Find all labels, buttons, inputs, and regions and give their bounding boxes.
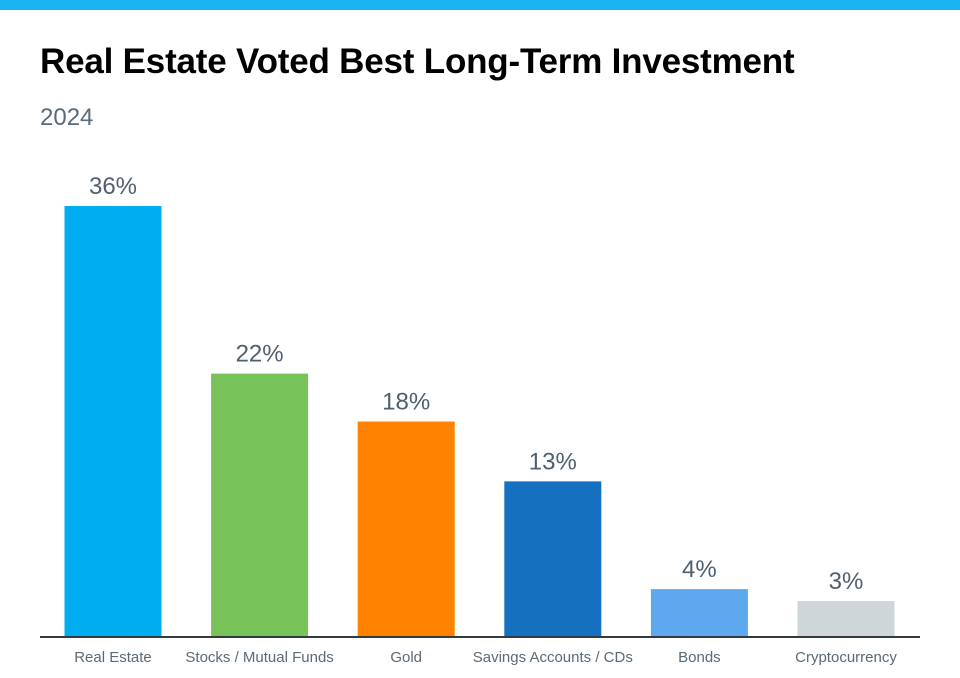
data-label-3: 13% xyxy=(529,448,577,475)
category-label-5: Cryptocurrency xyxy=(795,649,897,666)
data-label-1: 22% xyxy=(236,341,284,368)
category-label-3: Savings Accounts / CDs xyxy=(473,649,633,666)
bar-5 xyxy=(797,601,895,637)
chart-subtitle: 2024 xyxy=(40,104,94,131)
data-label-0: 36% xyxy=(89,173,137,200)
category-label-4: Bonds xyxy=(678,649,721,666)
bar-2 xyxy=(357,421,455,637)
category-label-1: Stocks / Mutual Funds xyxy=(185,649,333,666)
data-label-5: 3% xyxy=(829,568,864,595)
top-accent-bar xyxy=(0,0,960,10)
data-label-4: 4% xyxy=(682,556,717,583)
bar-3 xyxy=(504,481,602,637)
category-label-2: Gold xyxy=(390,649,422,666)
data-label-2: 18% xyxy=(382,389,430,416)
category-label-0: Real Estate xyxy=(74,649,152,666)
bar-4 xyxy=(650,589,748,637)
chart-title: Real Estate Voted Best Long-Term Investm… xyxy=(40,42,795,81)
bar-0 xyxy=(64,206,162,637)
bar-1 xyxy=(211,373,309,637)
